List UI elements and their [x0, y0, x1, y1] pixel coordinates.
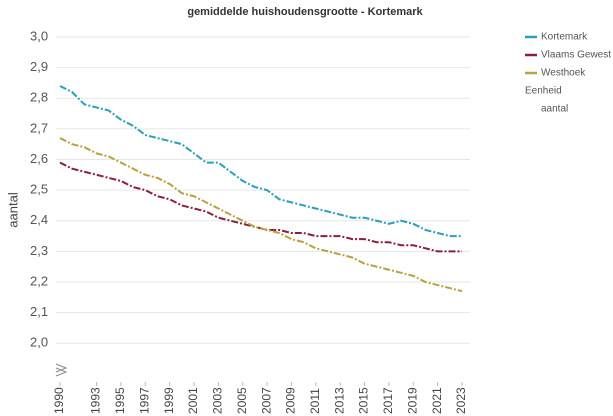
series-line: [59, 85, 462, 238]
x-tick-label: 1997: [137, 387, 151, 414]
legend-unit: aantal: [541, 104, 568, 115]
y-tick-label: 3,0: [30, 28, 48, 43]
x-tick-label: 2001: [186, 387, 200, 414]
y-tick-label: 2,1: [30, 304, 48, 319]
x-tick-label: 1990: [52, 387, 66, 414]
legend-label: Kortemark: [541, 32, 588, 43]
x-tick-label: 1993: [89, 387, 103, 414]
x-tick-label: 2015: [357, 387, 371, 414]
y-tick-label: 2,7: [30, 120, 48, 135]
y-tick-label: 2,9: [30, 59, 48, 74]
x-tick-label: 2011: [308, 388, 322, 414]
x-tick-label: 2005: [235, 387, 249, 414]
series-line: [59, 161, 462, 253]
legend-unit-title: Eenheid: [525, 86, 562, 97]
x-tick-label: 2013: [332, 387, 346, 414]
x-tick-label: 2003: [211, 387, 225, 414]
x-tick-label: 2017: [381, 387, 395, 414]
x-tick-label: 1995: [113, 387, 127, 414]
x-tick-label: 2007: [259, 387, 273, 414]
y-tick-label: 2,8: [30, 90, 48, 105]
x-tick-label: 2009: [284, 387, 298, 414]
x-tick-label: 2019: [405, 387, 419, 414]
series-line: [59, 137, 463, 293]
x-tick-label: 1999: [162, 387, 176, 414]
y-tick-label: 2,4: [30, 212, 48, 227]
chart-title: gemiddelde huishoudensgrootte - Kortemar…: [187, 6, 423, 18]
y-tick-label: 2,3: [30, 243, 48, 258]
y-tick-label: 2,5: [30, 182, 48, 197]
x-tick-label: 2023: [454, 387, 468, 414]
y-tick-label: 2,6: [30, 151, 48, 166]
y-tick-label: 2,2: [30, 273, 48, 288]
y-axis-label: aantal: [5, 192, 20, 228]
y-tick-label: 2,0: [30, 335, 48, 350]
legend-label: Vlaams Gewest: [541, 50, 611, 61]
legend-label: Westhoek: [541, 68, 586, 79]
x-tick-label: 2021: [430, 387, 444, 414]
axis-break: [55, 363, 68, 377]
